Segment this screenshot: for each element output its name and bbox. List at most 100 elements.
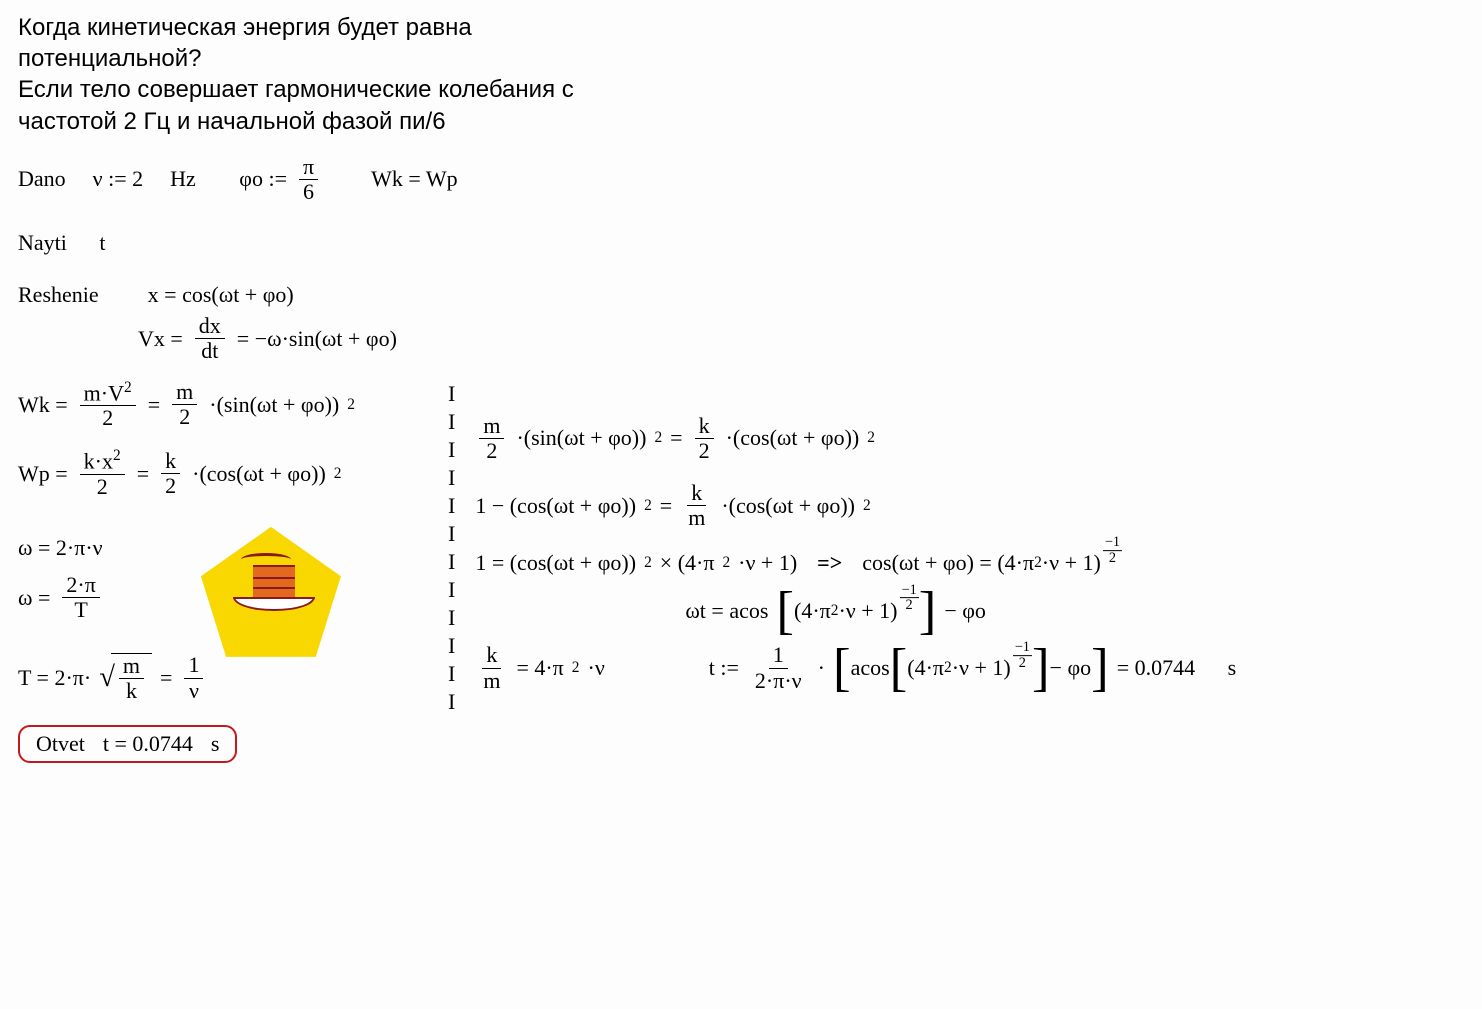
exp-den: 2 [904,598,915,612]
deriv-line-4: ωt = acos (4·π2·ν + 1) −1 2 − φo [685,596,1464,626]
nayti-var: t [99,230,105,256]
sep-i: I [448,660,455,688]
eq: = [148,392,160,418]
sup: 2 [644,497,652,515]
phi-num: π [299,155,318,180]
wk-right: ·(sin(ωt + φo)) [209,392,339,418]
logo-icon [201,527,341,657]
left-column: Wk = m·V2 2 = m 2 ·(sin(ωt + φo))2 Wp = … [18,374,428,764]
derivation-block: Wk = m·V2 2 = m 2 ·(sin(ωt + φo))2 Wp = … [18,374,1464,764]
sup: 2 [1034,554,1042,572]
exp-num: −1 [900,583,919,598]
l5-l: t := [709,655,739,681]
omega2-left: ω = [18,585,50,611]
right-column: m 2 ·(sin(ωt + φo))2 = k 2 ·(cos(ωt + φo… [475,374,1464,711]
rad-den: k [122,679,141,703]
exp-neg-half: −1 2 [900,583,919,613]
bracket-icon: (4·π2·ν + 1) −1 2 [776,596,936,626]
omega1: ω = 2·π·ν [18,535,103,561]
l2-l: 1 − (cos(ωt + φo)) [475,493,636,519]
wk-frac2: m 2 [172,380,197,429]
km-frac: k m [479,643,504,692]
l3-mid: × (4·π [660,550,715,576]
separator-column: I I I I I I I I I I I I [448,374,455,716]
l3-r2: ·ν + 1) [1042,550,1101,576]
question-line: потенциальной? [18,43,1464,74]
question-line: Если тело совершает гармонические колеба… [18,74,1464,105]
l5-in2: ·ν + 1) [952,655,1011,681]
exp-num: −1 [1103,535,1122,550]
eq: = [137,461,149,487]
num: k [482,643,501,668]
l2-frac: k m [684,481,709,530]
sup: 2 [334,465,342,483]
sep-i: I [448,492,455,520]
vx-right: = −ω·sin(ωt + φo) [237,326,397,352]
vx-frac: dx dt [195,314,225,363]
wp-line: Wp = k·x2 2 = k 2 ·(cos(ωt + φo))2 [18,448,428,499]
question-line: Когда кинетическая энергия будет равна [18,12,1464,43]
eq: = [160,665,172,691]
sup: 2 [944,659,952,677]
l4-l: ωt = acos [685,598,768,624]
rhs-den: ν [185,679,203,703]
wp-f2-num: k [161,449,180,474]
period-rhs: 1 ν [184,653,203,702]
l4-in: (4·π [794,598,831,624]
vx-left: Vx = [138,326,183,352]
sep-i: I [448,576,455,604]
sqrt-icon: m k [99,653,152,703]
dano-label: Dano [18,166,66,192]
question-line: частотой 2 Гц и начальной фазой пи/6 [18,106,1464,137]
l3-mid2: ·ν + 1) [738,550,797,576]
sep-i: I [448,464,455,492]
sep-i: I [448,436,455,464]
eq: = [660,493,672,519]
wk-f1-den: 2 [98,406,117,430]
wp-f2-den: 2 [161,474,180,498]
sep-i: I [448,520,455,548]
answer-value: t = 0.0744 [103,731,193,757]
sep-i: I [448,548,455,576]
l5-tail: − φo [1050,655,1092,681]
wk-f2-num: m [172,380,197,405]
wk-left: Wk = [18,392,68,418]
sup: 2 [863,497,871,515]
energy-eq-line: m 2 ·(sin(ωt + φo))2 = k 2 ·(cos(ωt + φo… [475,414,1464,463]
wp-f1-num: k·x [84,449,113,474]
wk-f1-num: m·V [84,380,124,405]
vx-num: dx [195,314,225,339]
omega2-frac: 2·π T [62,573,99,622]
km-rhs: = 4·π [516,655,563,681]
sup: 2 [347,396,355,414]
l1-rfrac: k 2 [695,414,714,463]
wk-line: Wk = m·V2 2 = m 2 ·(sin(ωt + φo))2 [18,380,428,431]
l4-tail: − φo [944,598,986,624]
wp-frac1: k·x2 2 [80,448,125,499]
l1-lfrac: m 2 [479,414,504,463]
l2-r: ·(cos(ωt + φo)) [721,493,855,519]
omega2-num: 2·π [62,573,99,598]
l3-l: 1 = (cos(ωt + φo)) [475,550,636,576]
l5-in: (4·π [907,655,944,681]
rad-num: m [119,654,144,679]
period-rad-frac: m k [119,654,144,703]
sup: 2 [867,429,875,447]
nayti-label: Nayti [18,230,67,256]
vx-line: Vx = dx dt = −ω·sin(ωt + φo) [138,314,1464,363]
wp-frac2: k 2 [161,449,180,498]
bracket-inner-icon: (4·π2·ν + 1) −1 2 [890,653,1050,683]
sup: 2 [722,554,730,572]
den: 2 [482,439,501,463]
period-left: T = 2·π· [18,665,91,691]
sep-i: I [448,604,455,632]
arrow-icon: => [817,550,842,576]
wk-f2-den: 2 [175,405,194,429]
den: 2 [695,439,714,463]
den: m [479,669,504,693]
answer-label: Otvet [36,731,85,757]
l3-r: cos(ωt + φo) = (4·π [862,550,1034,576]
l5-val: = 0.0744 [1117,655,1195,681]
x-equation: x = cos(ωt + φo) [148,282,294,308]
omega2-den: T [70,598,91,622]
